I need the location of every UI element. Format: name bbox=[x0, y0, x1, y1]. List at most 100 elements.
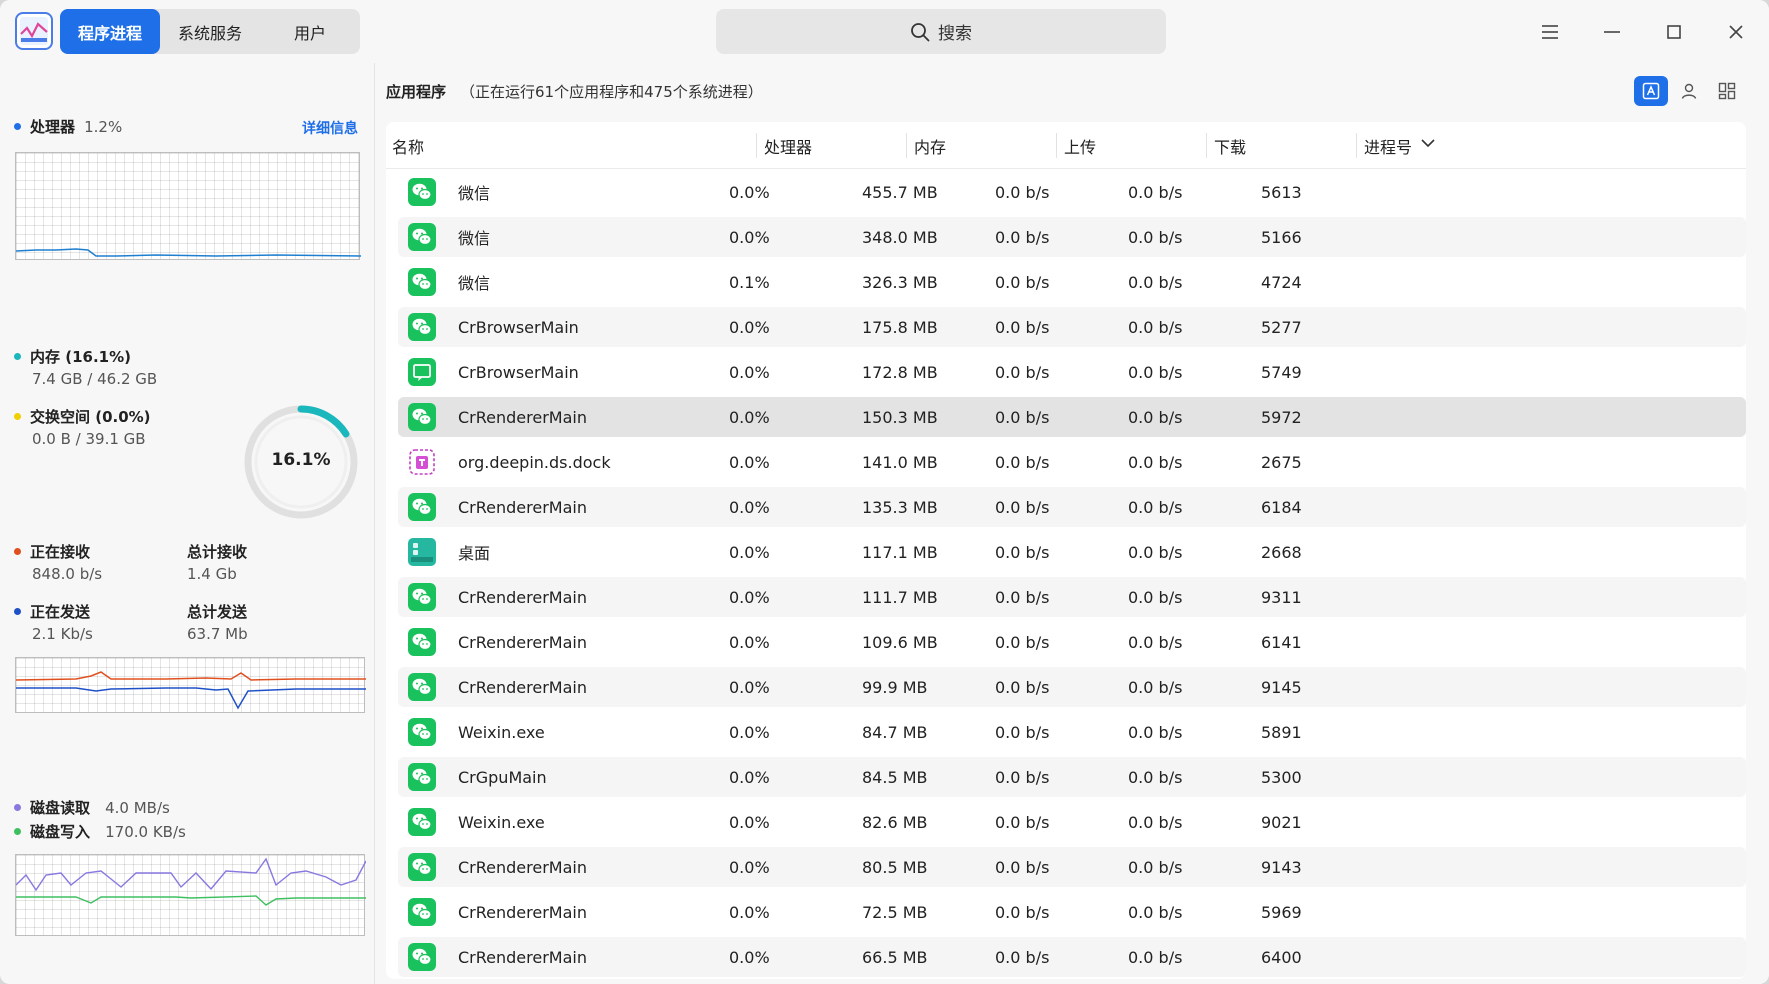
process-cpu: 0.0% bbox=[729, 227, 770, 247]
tab-services[interactable]: 系统服务 bbox=[177, 23, 242, 43]
table-row[interactable]: 微信 0.0% 455.7 MB 0.0 b/s 0.0 b/s 5613 bbox=[398, 172, 1746, 212]
process-upload: 0.0 b/s bbox=[995, 812, 1050, 832]
process-pid: 5300 bbox=[1261, 767, 1302, 787]
process-memory: 72.5 MB bbox=[862, 902, 928, 922]
memory-value: 7.4 GB / 46.2 GB bbox=[32, 370, 158, 388]
cpu-summary: 处理器 1.2% bbox=[14, 116, 122, 137]
process-download: 0.0 b/s bbox=[1128, 722, 1183, 742]
memory-label: 内存 (16.1%) bbox=[30, 348, 131, 366]
process-upload: 0.0 b/s bbox=[995, 587, 1050, 607]
process-name: CrRendererMain bbox=[458, 587, 587, 607]
table-row[interactable]: CrRendererMain 0.0% 150.3 MB 0.0 b/s 0.0 b/s… bbox=[398, 397, 1746, 437]
sort-descending-icon bbox=[1421, 139, 1435, 148]
process-cpu: 0.0% bbox=[729, 947, 770, 967]
process-cpu: 0.0% bbox=[729, 857, 770, 877]
process-download: 0.0 b/s bbox=[1128, 182, 1183, 202]
process-memory: 348.0 MB bbox=[862, 227, 938, 247]
maximize-icon bbox=[1667, 25, 1681, 39]
col-pid[interactable]: 进程号 bbox=[1364, 137, 1413, 157]
cpu-label: 处理器 bbox=[30, 118, 76, 136]
wechat-icon bbox=[408, 628, 436, 656]
process-download: 0.0 b/s bbox=[1128, 677, 1183, 697]
net-recv-dot bbox=[14, 548, 21, 555]
process-upload: 0.0 b/s bbox=[995, 722, 1050, 742]
process-cpu: 0.0% bbox=[729, 407, 770, 427]
table-row[interactable]: CrRendererMain 0.0% 66.5 MB 0.0 b/s 0.0 b/s 6… bbox=[398, 937, 1746, 977]
col-name[interactable]: 名称 bbox=[392, 137, 425, 157]
table-row[interactable]: 桌面 0.0% 117.1 MB 0.0 b/s 0.0 b/s 2668 bbox=[398, 532, 1746, 572]
process-cpu: 0.0% bbox=[729, 452, 770, 472]
process-download: 0.0 b/s bbox=[1128, 632, 1183, 652]
cpu-detail-link[interactable]: 详细信息 bbox=[302, 121, 358, 137]
tab-users[interactable]: 用户 bbox=[293, 23, 326, 43]
col-memory[interactable]: 内存 bbox=[914, 137, 947, 157]
table-row[interactable]: org.deepin.ds.dock 0.0% 141.0 MB 0.0 b/s 0.0… bbox=[398, 442, 1746, 482]
close-button[interactable] bbox=[1718, 14, 1754, 50]
table-row[interactable]: CrGpuMain 0.0% 84.5 MB 0.0 b/s 0.0 b/s 5300 bbox=[398, 757, 1746, 797]
col-separator bbox=[756, 133, 757, 158]
process-name: CrRendererMain bbox=[458, 902, 587, 922]
table-row[interactable]: Weixin.exe 0.0% 82.6 MB 0.0 b/s 0.0 b/s 9021 bbox=[398, 802, 1746, 842]
wechat-icon bbox=[408, 718, 436, 746]
table-row[interactable]: CrRendererMain 0.0% 111.7 MB 0.0 b/s 0.0 b/s… bbox=[398, 577, 1746, 617]
title-bar: 程序进程 系统服务 用户 搜索 bbox=[0, 0, 1769, 63]
wechat-icon bbox=[408, 808, 436, 836]
table-row[interactable]: CrRendererMain 0.0% 135.3 MB 0.0 b/s 0.0 b/s… bbox=[398, 487, 1746, 527]
col-download[interactable]: 下载 bbox=[1214, 137, 1247, 157]
view-apps-button[interactable] bbox=[1634, 76, 1668, 106]
swap-label: 交换空间 (0.0%) bbox=[30, 408, 151, 426]
process-cpu: 0.0% bbox=[729, 722, 770, 742]
col-cpu[interactable]: 处理器 bbox=[764, 137, 813, 157]
view-all-button[interactable] bbox=[1710, 76, 1744, 106]
search-input[interactable]: 搜索 bbox=[716, 9, 1166, 54]
network-graph bbox=[15, 657, 366, 713]
table-row[interactable]: Weixin.exe 0.0% 84.7 MB 0.0 b/s 0.0 b/s 5891 bbox=[398, 712, 1746, 752]
process-pid: 9311 bbox=[1261, 587, 1302, 607]
process-upload: 0.0 b/s bbox=[995, 632, 1050, 652]
process-download: 0.0 b/s bbox=[1128, 362, 1183, 382]
view-user-button[interactable] bbox=[1672, 76, 1706, 106]
wechat-icon bbox=[408, 943, 436, 971]
process-upload: 0.0 b/s bbox=[995, 452, 1050, 472]
process-cpu: 0.0% bbox=[729, 812, 770, 832]
wechat-icon bbox=[408, 853, 436, 881]
table-row[interactable]: CrRendererMain 0.0% 72.5 MB 0.0 b/s 0.0 b/s 5… bbox=[398, 892, 1746, 932]
process-pid: 9021 bbox=[1261, 812, 1302, 832]
minimize-button[interactable] bbox=[1594, 14, 1630, 50]
process-name: CrRendererMain bbox=[458, 407, 587, 427]
table-row[interactable]: CrRendererMain 0.0% 99.9 MB 0.0 b/s 0.0 b/s 9… bbox=[398, 667, 1746, 707]
disk-graph bbox=[15, 854, 366, 936]
table-row[interactable]: CrBrowserMain 0.0% 175.8 MB 0.0 b/s 0.0 b/s 5… bbox=[398, 307, 1746, 347]
col-upload[interactable]: 上传 bbox=[1064, 137, 1097, 157]
process-memory: 80.5 MB bbox=[862, 857, 928, 877]
process-pid: 5891 bbox=[1261, 722, 1302, 742]
table-row[interactable]: CrRendererMain 0.0% 109.6 MB 0.0 b/s 0.0 b/s… bbox=[398, 622, 1746, 662]
net-send: 正在发送 bbox=[14, 601, 90, 622]
process-name: 微信 bbox=[458, 229, 491, 248]
maximize-button[interactable] bbox=[1656, 14, 1692, 50]
memory-summary: 内存 (16.1%) bbox=[14, 346, 131, 367]
net-recv-value: 848.0 b/s bbox=[32, 565, 103, 583]
memory-percent-label: 16.1% bbox=[271, 450, 331, 470]
disk-write-value: 170.0 KB/s bbox=[105, 823, 186, 841]
process-upload: 0.0 b/s bbox=[995, 767, 1050, 787]
process-cpu: 0.0% bbox=[729, 362, 770, 382]
process-name: CrBrowserMain bbox=[458, 362, 579, 382]
swap-summary: 交换空间 (0.0%) bbox=[14, 406, 151, 427]
process-memory: 66.5 MB bbox=[862, 947, 928, 967]
table-row[interactable]: CrBrowserMain 0.0% 172.8 MB 0.0 b/s 0.0 b/s 5… bbox=[398, 352, 1746, 392]
process-pid: 5969 bbox=[1261, 902, 1302, 922]
table-row[interactable]: CrRendererMain 0.0% 80.5 MB 0.0 b/s 0.0 b/s 9… bbox=[398, 847, 1746, 887]
process-pid: 2675 bbox=[1261, 452, 1302, 472]
process-name: 微信 bbox=[458, 184, 491, 203]
dock-icon bbox=[408, 448, 436, 476]
table-row[interactable]: 微信 0.0% 348.0 MB 0.0 b/s 0.0 b/s 5166 bbox=[398, 217, 1746, 257]
wechat-icon bbox=[408, 178, 436, 206]
tab-processes[interactable]: 程序进程 bbox=[60, 9, 160, 54]
menu-button[interactable] bbox=[1532, 14, 1568, 50]
close-icon bbox=[1729, 25, 1743, 39]
table-row[interactable]: 微信 0.1% 326.3 MB 0.0 b/s 0.0 b/s 4724 bbox=[398, 262, 1746, 302]
process-upload: 0.0 b/s bbox=[995, 227, 1050, 247]
process-name: CrRendererMain bbox=[458, 497, 587, 517]
